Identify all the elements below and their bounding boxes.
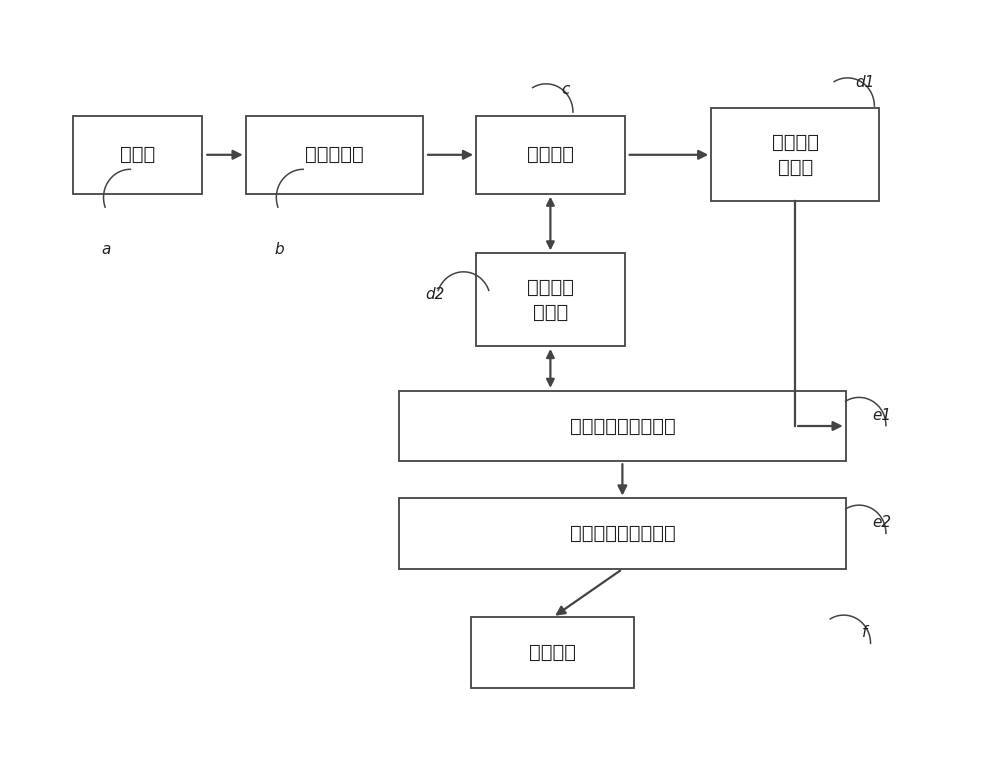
Text: c: c	[561, 82, 569, 98]
Bar	[399, 498, 846, 569]
Text: b: b	[274, 242, 284, 257]
Bar	[476, 116, 625, 194]
Text: 透镜组合: 透镜组合	[529, 643, 576, 662]
Bar	[73, 116, 202, 194]
Text: 滤波准直器: 滤波准直器	[305, 146, 364, 164]
Text: a: a	[102, 242, 111, 257]
Text: e1: e1	[873, 408, 892, 423]
Text: d1: d1	[855, 75, 874, 90]
Text: 第二平面
反射镜: 第二平面 反射镜	[527, 278, 574, 322]
Text: 激光器: 激光器	[120, 146, 155, 164]
Text: d2: d2	[425, 286, 444, 302]
Bar	[471, 618, 634, 688]
Bar	[246, 116, 423, 194]
Bar	[399, 391, 846, 461]
Text: 第二大型平面反射镜: 第二大型平面反射镜	[570, 524, 675, 543]
Bar	[711, 108, 879, 201]
Text: 第一平面
反射镜: 第一平面 反射镜	[772, 133, 819, 176]
Text: 分光棱镜: 分光棱镜	[527, 146, 574, 164]
Text: 第一大型平面反射镜: 第一大型平面反射镜	[570, 416, 675, 436]
Bar	[476, 253, 625, 346]
Text: e2: e2	[873, 515, 892, 529]
Text: f: f	[862, 625, 867, 639]
